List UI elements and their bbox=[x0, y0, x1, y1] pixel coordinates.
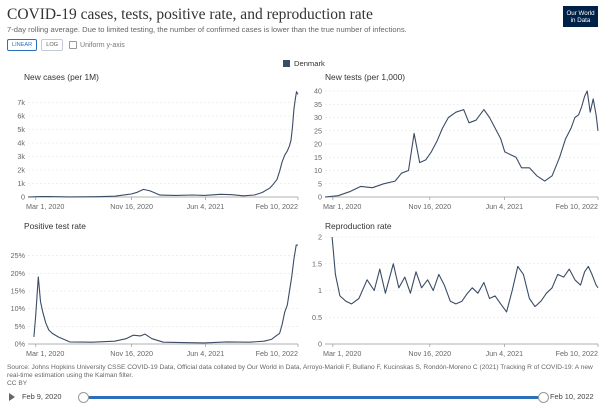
x-tick-label: Feb 10, 2022 bbox=[256, 202, 298, 211]
x-tick-label: Jun 4, 2021 bbox=[187, 202, 225, 211]
y-tick-label: 40 bbox=[314, 87, 322, 96]
x-tick-label: Mar 1, 2020 bbox=[323, 202, 361, 211]
series-line-3 bbox=[33, 244, 298, 344]
page-subtitle: 7-day rolling average. Due to limited te… bbox=[7, 25, 407, 34]
timeline: Feb 9, 2020 Feb 10, 2022 bbox=[0, 388, 605, 405]
x-tick-label: Nov 16, 2020 bbox=[408, 349, 451, 358]
charts-area: New cases (per 1M) 0 1k 2k 3k 4k 5k 6k 7k Mar 1, … bbox=[11, 72, 599, 358]
y-tick-label: 3k bbox=[17, 152, 25, 161]
y-tick-label: 1 bbox=[318, 286, 322, 295]
log-scale-button[interactable]: LOG bbox=[41, 39, 64, 51]
x-tick-label: Nov 16, 2020 bbox=[408, 202, 451, 211]
y-tick-label: 20 bbox=[314, 140, 322, 149]
y-tick-label: 25% bbox=[11, 251, 26, 260]
y-tick-label: 1k bbox=[17, 179, 25, 188]
source-note: Source: Johns Hopkins University CSSE CO… bbox=[7, 364, 593, 379]
y-tick-label: 1.5 bbox=[312, 259, 322, 268]
x-tick-label: Jun 4, 2021 bbox=[486, 202, 524, 211]
x-tick-label: Feb 10, 2022 bbox=[556, 202, 598, 211]
legend-label: Denmark bbox=[294, 59, 325, 68]
y-tick-label: 15 bbox=[314, 153, 322, 162]
x-tick-label: Nov 16, 2020 bbox=[110, 202, 153, 211]
y-tick-label: 30 bbox=[314, 113, 322, 122]
series-line-2 bbox=[324, 90, 599, 198]
y-tick-label: 25 bbox=[314, 126, 322, 135]
panel-title-1: New cases (per 1M) bbox=[24, 72, 99, 82]
uniform-y-axis-toggle[interactable]: Uniform y-axis bbox=[69, 41, 125, 49]
x-tick-label: Nov 16, 2020 bbox=[110, 349, 153, 358]
legend[interactable]: Denmark bbox=[283, 59, 325, 68]
x-tick-label: Feb 10, 2022 bbox=[256, 349, 298, 358]
play-icon[interactable] bbox=[9, 393, 15, 401]
y-tick-label: 35 bbox=[314, 100, 322, 109]
y-tick-label: 0.5 bbox=[312, 313, 322, 322]
series-line-4 bbox=[331, 236, 599, 313]
x-tick-label: Jun 4, 2021 bbox=[486, 349, 524, 358]
y-tick-label: 5% bbox=[15, 322, 26, 331]
timeline-end-handle[interactable] bbox=[538, 392, 549, 403]
timeline-end-label: Feb 10, 2022 bbox=[550, 392, 594, 401]
page-title: COVID-19 cases, tests, positive rate, an… bbox=[7, 6, 373, 23]
uniform-y-axis-label: Uniform y-axis bbox=[80, 41, 125, 49]
owid-logo[interactable]: Our World in Data bbox=[563, 6, 598, 27]
y-tick-label: 7k bbox=[17, 98, 25, 107]
y-tick-label: 20% bbox=[11, 269, 26, 278]
series-line-1 bbox=[27, 91, 299, 198]
y-tick-label: 10% bbox=[11, 304, 26, 313]
scale-controls: LINEAR LOG Uniform y-axis bbox=[7, 39, 125, 51]
y-tick-label: 2k bbox=[17, 166, 25, 175]
linear-scale-button[interactable]: LINEAR bbox=[7, 39, 38, 51]
y-tick-label: 10 bbox=[314, 166, 322, 175]
logo-line-2: in Data bbox=[570, 16, 591, 24]
timeline-track[interactable] bbox=[82, 396, 542, 399]
y-tick-label: 5k bbox=[17, 125, 25, 134]
legend-swatch bbox=[283, 60, 290, 67]
y-tick-label: 0% bbox=[15, 340, 26, 349]
y-tick-label: 5 bbox=[318, 179, 322, 188]
panel-title-2: New tests (per 1,000) bbox=[325, 72, 405, 82]
panel-title-4: Reproduction rate bbox=[325, 221, 392, 231]
x-tick-label: Mar 1, 2020 bbox=[26, 202, 64, 211]
checkbox-icon bbox=[69, 41, 78, 49]
y-tick-label: 6k bbox=[17, 112, 25, 121]
x-tick-label: Mar 1, 2020 bbox=[323, 349, 361, 358]
timeline-start-handle[interactable] bbox=[78, 392, 89, 403]
timeline-start-label: Feb 9, 2020 bbox=[22, 392, 62, 401]
license-note: CC BY bbox=[7, 380, 28, 387]
y-tick-label: 15% bbox=[11, 287, 26, 296]
y-tick-label: 0 bbox=[318, 193, 322, 202]
y-tick-label: 0 bbox=[21, 193, 25, 202]
footer: Source: Johns Hopkins University CSSE CO… bbox=[7, 364, 597, 388]
y-tick-label: 2 bbox=[318, 233, 322, 242]
x-tick-label: Feb 10, 2022 bbox=[556, 349, 598, 358]
panel-title-3: Positive test rate bbox=[24, 221, 86, 231]
y-tick-label: 0 bbox=[318, 340, 322, 349]
x-tick-label: Mar 1, 2020 bbox=[26, 349, 64, 358]
y-tick-label: 4k bbox=[17, 139, 25, 148]
logo-line-1: Our World bbox=[566, 9, 595, 17]
x-tick-label: Jun 4, 2021 bbox=[187, 349, 225, 358]
